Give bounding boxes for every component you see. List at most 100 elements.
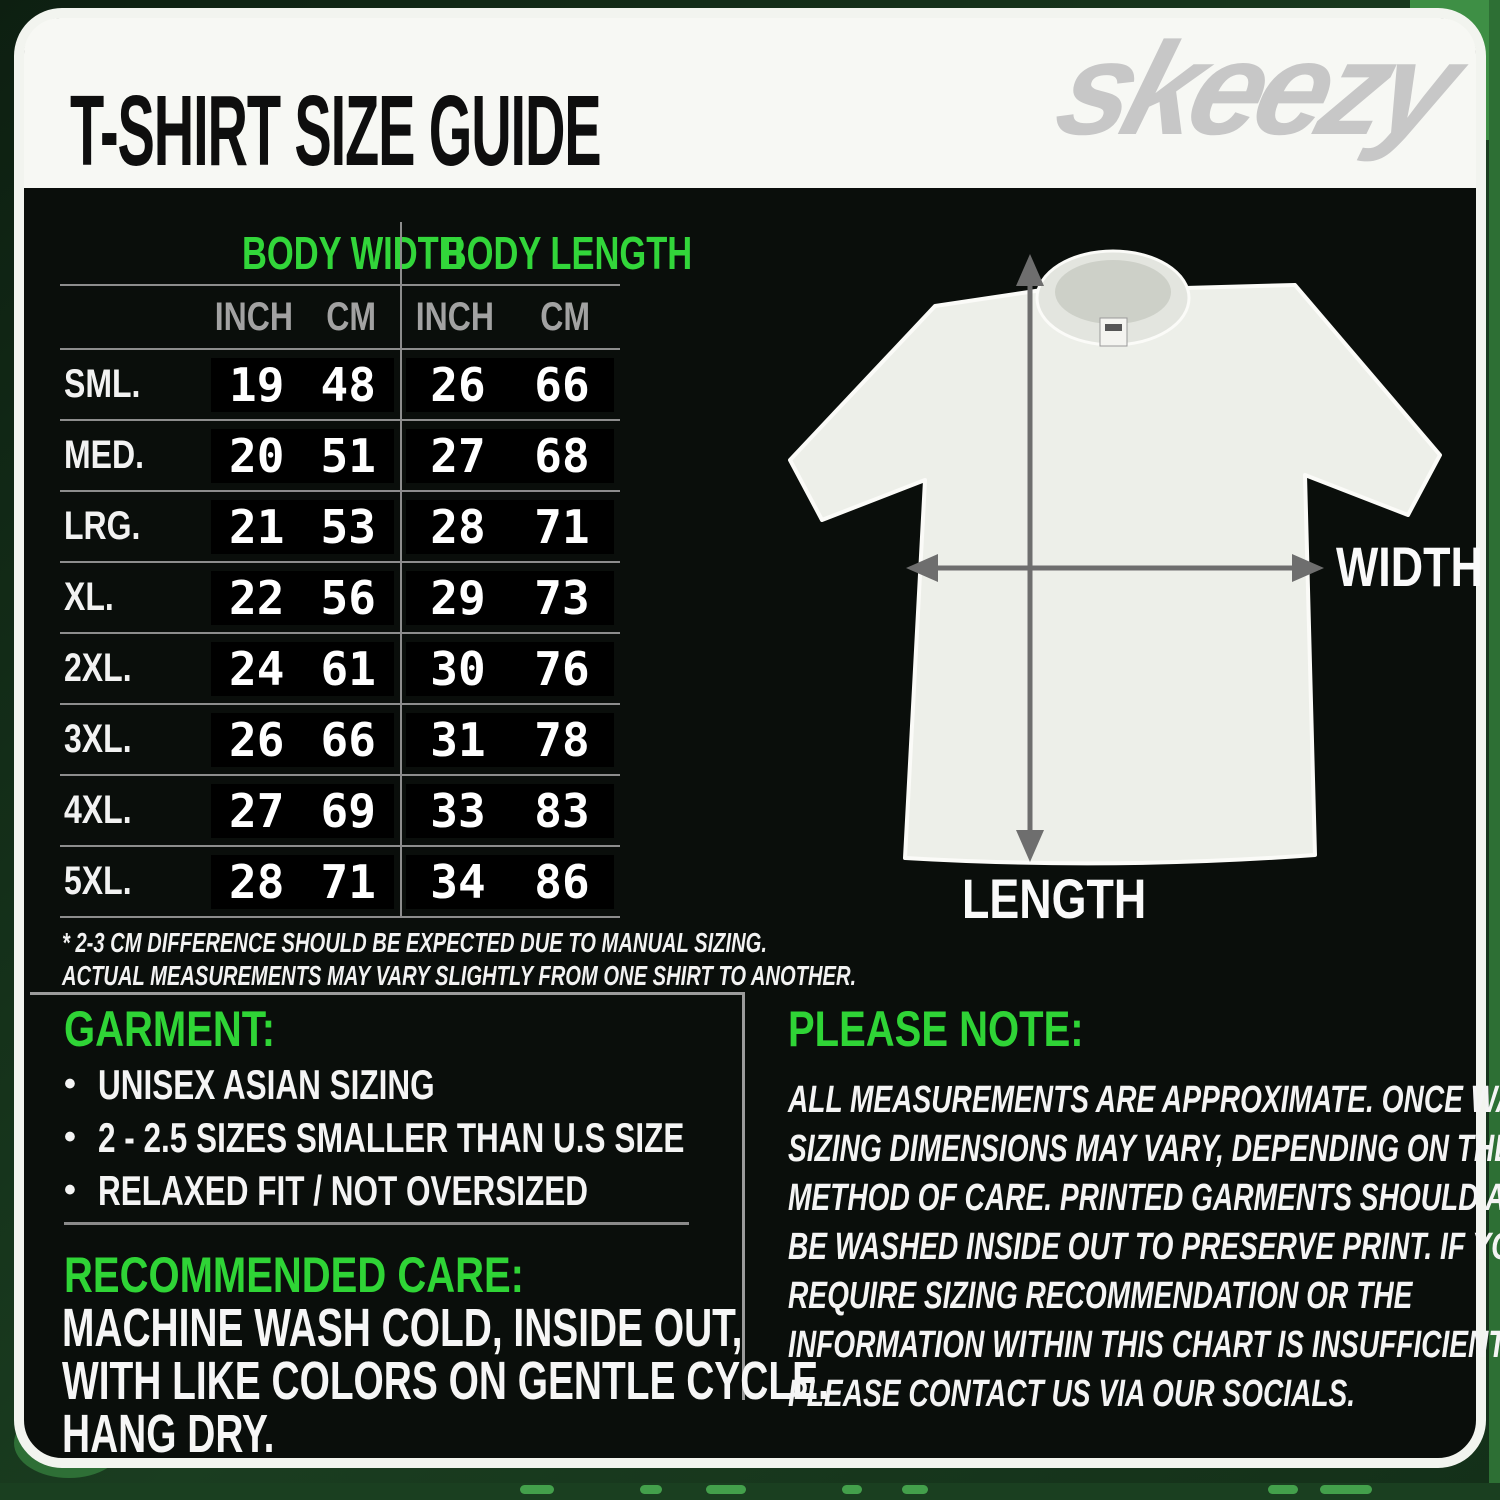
width-values: 22 56 <box>211 570 394 625</box>
length-inch-value: 26 <box>430 357 486 412</box>
cm-header: CM <box>540 294 590 339</box>
list-item: • UNISEX ASIAN SIZING <box>64 1060 435 1108</box>
size-label: LRG. <box>64 504 141 548</box>
size-label: XL. <box>64 575 114 619</box>
width-cm-value: 56 <box>320 570 376 625</box>
length-cm-value: 76 <box>534 641 590 696</box>
width-inch-value: 27 <box>229 783 285 838</box>
length-cm-value: 83 <box>534 783 590 838</box>
bullet-icon: • <box>64 1171 76 1209</box>
length-cm-value: 73 <box>534 570 590 625</box>
table-footnote: * 2-3 CM DIFFERENCE SHOULD BE EXPECTED D… <box>62 927 857 991</box>
size-label: 3XL. <box>64 717 132 761</box>
page-title: T-SHIRT SIZE GUIDE <box>70 75 602 187</box>
length-values: 31 78 <box>406 712 614 767</box>
list-item: • 2 - 2.5 SIZES SMALLER THAN U.S SIZE <box>64 1113 685 1161</box>
width-label: WIDTH <box>1336 535 1483 598</box>
table-group-header-row: BODY WIDTH BODY LENGTH <box>60 222 692 286</box>
header-band <box>24 18 1476 188</box>
garment-heading: GARMENT: <box>64 1001 276 1057</box>
care-text: MACHINE WASH COLD, INSIDE OUT, WITH LIKE… <box>62 1298 829 1464</box>
width-values: 19 48 <box>211 357 394 412</box>
width-inch-value: 22 <box>229 570 285 625</box>
width-unit-headers: INCH CM <box>205 286 400 348</box>
horizontal-divider <box>64 1222 689 1225</box>
width-inch-value: 26 <box>229 712 285 767</box>
list-item: • RELAXED FIT / NOT OVERSIZED <box>64 1166 589 1214</box>
table-row: 2XL. 24 61 30 76 <box>60 634 620 705</box>
length-label: LENGTH <box>962 867 1147 930</box>
length-values: 34 86 <box>406 854 614 909</box>
cm-header: CM <box>326 294 377 339</box>
tshirt-collar-inner <box>1055 260 1171 324</box>
table-row: 3XL. 26 66 31 78 <box>60 705 620 776</box>
background-dot <box>706 1485 746 1494</box>
size-table: BODY WIDTH BODY LENGTH INCH CM INCH CM S… <box>60 222 692 918</box>
width-inch-value: 28 <box>229 854 285 909</box>
note-text: ALL MEASUREMENTS ARE APPROXIMATE. ONCE W… <box>788 1079 1500 1415</box>
width-values: 24 61 <box>211 641 394 696</box>
inch-header: INCH <box>415 294 495 339</box>
width-cm-value: 71 <box>320 854 376 909</box>
brand-logo: skeezy <box>1042 15 1470 162</box>
length-values: 27 68 <box>406 428 614 483</box>
width-cm-value: 69 <box>320 783 376 838</box>
length-inch-value: 31 <box>430 712 486 767</box>
size-label: MED. <box>64 433 144 477</box>
length-cm-value: 86 <box>534 854 590 909</box>
size-label: 5XL. <box>64 859 132 903</box>
note-heading: PLEASE NOTE: <box>788 1001 1084 1057</box>
length-unit-headers: INCH CM <box>400 286 620 348</box>
background-green-strip <box>0 1483 1500 1500</box>
table-row: 5XL. 28 71 34 86 <box>60 847 620 918</box>
length-inch-value: 33 <box>430 783 486 838</box>
table-row: 4XL. 27 69 33 83 <box>60 776 620 847</box>
length-values: 26 66 <box>406 357 614 412</box>
garment-list: • UNISEX ASIAN SIZING • 2 - 2.5 SIZES SMAL… <box>64 1058 880 1217</box>
background-dot <box>902 1485 928 1494</box>
width-inch-value: 20 <box>229 428 285 483</box>
width-values: 20 51 <box>211 428 394 483</box>
background-dot <box>1320 1485 1372 1494</box>
background-green-edge <box>1489 0 1500 1500</box>
length-cm-value: 68 <box>534 428 590 483</box>
length-values: 30 76 <box>406 641 614 696</box>
length-inch-value: 29 <box>430 570 486 625</box>
width-inch-value: 21 <box>229 499 285 554</box>
background-dot <box>1268 1485 1298 1494</box>
body-width-header: BODY WIDTH <box>241 227 464 279</box>
size-label: SML. <box>64 362 141 406</box>
care-heading: RECOMMENDED CARE: <box>64 1247 524 1303</box>
length-inch-value: 30 <box>430 641 486 696</box>
table-row: SML. 19 48 26 66 <box>60 350 620 421</box>
width-cm-value: 61 <box>320 641 376 696</box>
table-row: XL. 22 56 29 73 <box>60 563 620 634</box>
table-unit-header-row: INCH CM INCH CM <box>60 286 620 350</box>
width-inch-value: 24 <box>229 641 285 696</box>
length-arrow <box>1016 254 1044 862</box>
length-inch-value: 34 <box>430 854 486 909</box>
width-inch-value: 19 <box>229 357 285 412</box>
bullet-icon: • <box>64 1065 76 1103</box>
length-cm-value: 71 <box>534 499 590 554</box>
width-cm-value: 66 <box>320 712 376 767</box>
tshirt-neck-label <box>1099 317 1128 347</box>
background-dot <box>520 1485 554 1494</box>
width-cm-value: 51 <box>320 428 376 483</box>
tshirt-neck-label-print <box>1105 324 1122 331</box>
length-cm-value: 66 <box>534 357 590 412</box>
length-cm-value: 78 <box>534 712 590 767</box>
width-values: 28 71 <box>211 854 394 909</box>
size-label: 4XL. <box>64 788 132 832</box>
background-dot <box>640 1485 662 1494</box>
width-values: 21 53 <box>211 499 394 554</box>
width-arrow <box>906 554 1324 582</box>
width-values: 26 66 <box>211 712 394 767</box>
bullet-icon: • <box>64 1118 76 1156</box>
width-cm-value: 48 <box>320 357 376 412</box>
table-column-divider <box>400 222 402 918</box>
size-label: 2XL. <box>64 646 132 690</box>
length-inch-value: 27 <box>430 428 486 483</box>
length-values: 29 73 <box>406 570 614 625</box>
